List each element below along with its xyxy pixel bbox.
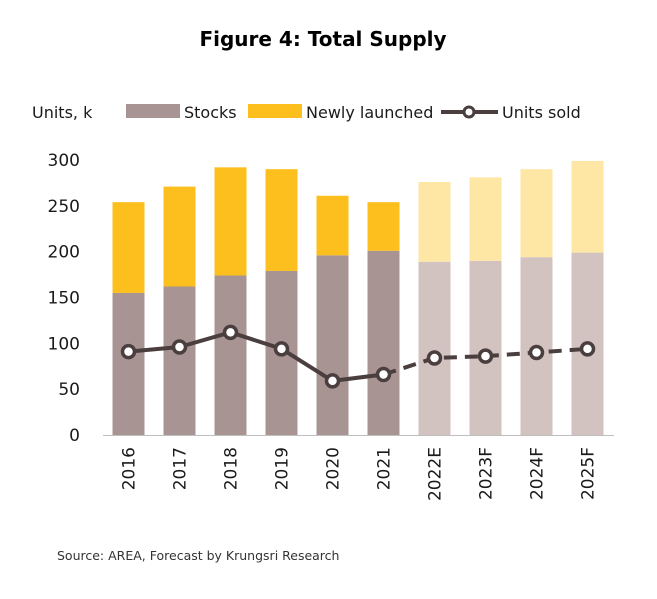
legend-swatch-newly-launched [248,104,302,118]
x-tick-label: 2024F [528,447,548,500]
bar-stocks [418,261,451,435]
bar-stocks [112,292,145,435]
units-sold-point [222,324,239,341]
legend-marker-units-sold [462,105,476,119]
units-sold-point [120,343,137,360]
legend-label-units-sold: Units sold [502,103,581,122]
bar-newly-launched [163,186,196,287]
x-axis-ticks: 2016 2017 2018 2019 2020 2021 2022E 2023F 2024F 2… [120,447,599,501]
y-tick-label: 300 [48,151,80,171]
bar-stocks [163,286,196,435]
bar-newly-launched [265,169,298,271]
units-sold-point [273,341,290,357]
bar-newly-launched [418,182,451,262]
bar-newly-launched [214,167,247,276]
x-tick-label: 2021 [375,447,395,490]
units-sold-point [528,344,545,361]
units-sold-actual-line [128,330,384,383]
bar-newly-launched [112,202,145,293]
x-tick-label: 2016 [120,447,140,490]
bar-newly-launched [571,160,604,253]
y-tick-label: 150 [48,289,80,309]
units-sold-point [477,348,494,364]
bars [112,160,604,435]
units-sold-forecast-line [382,346,588,377]
bar-newly-launched [469,177,502,261]
legend: Stocks Newly launched Units sold [126,103,581,122]
units-sold-point [171,339,188,355]
x-tick-label: 2018 [222,447,242,490]
units-sold-point [375,366,392,383]
x-tick-label: 2017 [171,447,191,490]
x-tick-label: 2023F [477,447,497,500]
y-tick-label: 250 [48,197,80,217]
bar-stocks [469,260,502,435]
bar-newly-launched [520,169,553,258]
units-sold-point [324,373,341,389]
source-note: Source: AREA, Forecast by Krungsri Resea… [57,548,339,563]
bar-newly-launched [367,202,400,251]
y-tick-label: 0 [69,426,80,446]
x-tick-label: 2020 [324,447,344,490]
x-tick-label: 2025F [579,447,599,500]
bar-stocks [316,255,349,435]
bar-stocks [367,250,400,435]
bar-stocks [214,275,247,435]
legend-label-stocks: Stocks [184,103,237,122]
chart-title: Figure 4: Total Supply [199,27,446,51]
y-axis-label: Units, k [32,103,93,122]
y-tick-label: 100 [48,334,80,354]
x-tick-label: 2019 [273,447,293,490]
y-tick-label: 50 [58,380,80,400]
legend-swatch-stocks [126,104,180,118]
y-axis-ticks: 0 50 100 150 200 250 300 [48,151,80,446]
x-tick-label: 2022E [426,447,446,501]
bar-newly-launched [316,195,349,256]
units-sold-point [579,341,596,357]
units-sold-line [120,324,596,389]
units-sold-point [426,350,443,366]
legend-label-newly-launched: Newly launched [306,103,433,122]
y-tick-label: 200 [48,243,80,263]
